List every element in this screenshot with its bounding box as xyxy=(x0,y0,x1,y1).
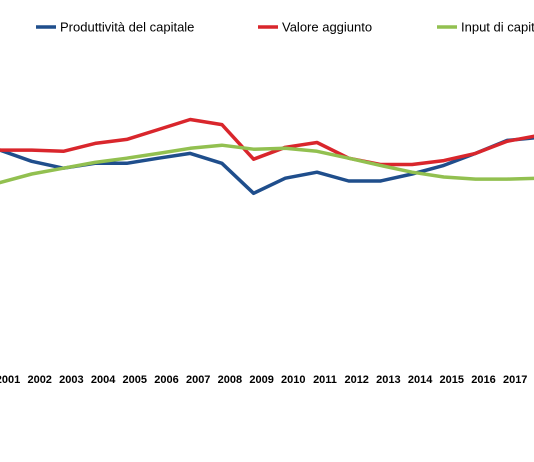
x-tick-label: 2001 xyxy=(0,374,20,386)
x-tick-label: 2004 xyxy=(91,374,116,386)
chart-legend: Produttività del capitale Valore aggiunto… xyxy=(36,20,534,35)
legend-label: Valore aggiunto xyxy=(282,20,372,35)
x-tick-label: 2007 xyxy=(186,374,210,386)
x-tick-label: 2013 xyxy=(376,374,400,386)
x-tick-label: 2006 xyxy=(154,374,178,386)
x-tick-label: 2005 xyxy=(123,374,147,386)
series-line-3 xyxy=(0,143,534,185)
x-tick-label: 2008 xyxy=(218,374,242,386)
x-axis-tick-labels: 2001 2002 2003 2004 2005 2006 2007 2008 2009 2010… xyxy=(0,374,527,386)
x-tick-label: 2009 xyxy=(249,374,273,386)
x-tick-label: 2010 xyxy=(281,374,305,386)
x-tick-label: 2011 xyxy=(313,374,337,386)
series-line-2 xyxy=(0,117,534,167)
x-tick-label: 2017 xyxy=(503,374,527,386)
chart-series-lines xyxy=(0,117,534,196)
x-tick-label: 2016 xyxy=(471,374,495,386)
x-tick-label: 2014 xyxy=(408,374,433,386)
legend-label: Input di capitale xyxy=(461,20,534,35)
x-tick-label: 2002 xyxy=(27,374,51,386)
x-tick-label: 2015 xyxy=(440,374,464,386)
x-tick-label: 2012 xyxy=(344,374,368,386)
legend-label: Produttività del capitale xyxy=(60,20,194,35)
x-tick-label: 2003 xyxy=(59,374,83,386)
